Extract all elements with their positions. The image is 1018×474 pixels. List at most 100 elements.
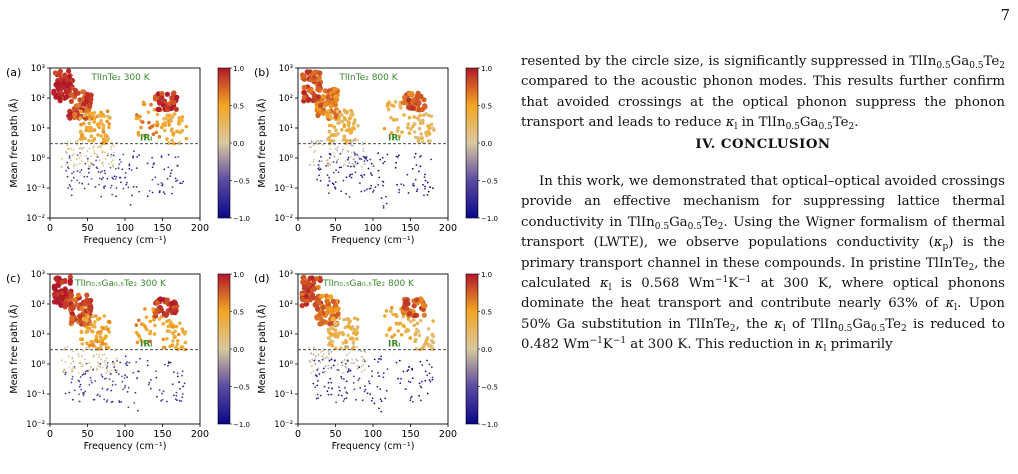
ir-label: IRₗ xyxy=(140,340,152,350)
scatter-point xyxy=(151,166,154,169)
scatter-point xyxy=(110,184,113,187)
scatter-point xyxy=(97,113,101,118)
scatter-point xyxy=(334,97,340,103)
scatter-point xyxy=(161,337,166,342)
scatter-point xyxy=(102,164,105,167)
scatter-point xyxy=(144,315,149,320)
scatter-point xyxy=(326,174,329,177)
scatter-point xyxy=(123,377,126,379)
scatter-point xyxy=(79,376,82,378)
scatter-point xyxy=(422,183,424,186)
scatter-point xyxy=(382,126,387,131)
scatter-point xyxy=(110,141,113,144)
scatter-point xyxy=(359,387,362,389)
scatter-point xyxy=(114,178,117,181)
scatter-point xyxy=(408,336,413,340)
scatter-point xyxy=(422,342,427,347)
scatter-point xyxy=(382,376,385,379)
scatter-point xyxy=(97,364,100,367)
scatter-point xyxy=(404,306,410,312)
scatter-point xyxy=(118,163,121,165)
scatter-point xyxy=(411,167,414,170)
scatter-point xyxy=(340,361,343,364)
scatter-point xyxy=(424,370,427,373)
scatter-point xyxy=(309,287,315,293)
scatter-point xyxy=(351,173,354,176)
scatter-point xyxy=(364,385,366,387)
scatter-point xyxy=(330,326,334,331)
scatter-point xyxy=(352,382,355,384)
scatter-point xyxy=(75,164,78,166)
scatter-point xyxy=(78,393,80,396)
scatter-point xyxy=(91,163,93,165)
y-tick-label: 10⁻² xyxy=(26,420,45,430)
scatter-point xyxy=(301,84,307,91)
scatter-point xyxy=(322,88,328,94)
scatter-point xyxy=(428,379,431,381)
scatter-point xyxy=(347,150,350,153)
scatter-point xyxy=(168,307,174,313)
scatter-point xyxy=(412,121,417,126)
scatter-point xyxy=(60,165,63,168)
scatter-point xyxy=(327,184,330,187)
x-tick-label: 0 xyxy=(295,429,301,440)
panel-label: (d) xyxy=(254,272,270,285)
scatter-point xyxy=(311,74,317,80)
scatter-point xyxy=(344,317,349,322)
scatter-point xyxy=(78,385,81,388)
scatter-point xyxy=(329,164,332,167)
scatter-point xyxy=(328,113,333,117)
x-tick-label: 50 xyxy=(81,429,93,440)
scatter-point xyxy=(133,150,135,153)
scatter-point xyxy=(352,158,355,161)
scatter-point xyxy=(385,389,388,392)
scatter-point xyxy=(338,112,342,117)
scatter-point xyxy=(363,173,366,176)
scatter-point xyxy=(367,365,370,368)
scatter-point xyxy=(82,146,85,149)
scatter-point xyxy=(315,397,318,400)
scatter-point xyxy=(150,379,152,381)
scatter-point xyxy=(316,81,322,87)
text-column: resented by the circle size, is signific… xyxy=(521,52,1005,356)
scatter-point xyxy=(124,176,126,179)
scatter-point xyxy=(147,120,151,125)
scatter-point xyxy=(313,164,315,167)
scatter-point xyxy=(76,140,79,142)
scatter-point xyxy=(124,374,126,377)
scatter-point xyxy=(380,358,383,361)
scatter-point xyxy=(62,371,65,374)
scatter-point xyxy=(136,377,139,380)
scatter-point xyxy=(336,149,339,151)
scatter-point xyxy=(346,392,349,395)
scatter-point xyxy=(123,386,126,389)
y-axis-label: Mean free path (Å) xyxy=(8,98,20,187)
scatter-point xyxy=(374,186,377,189)
scatter-point xyxy=(364,156,366,159)
scatter-point xyxy=(345,176,348,179)
scatter-point xyxy=(120,161,122,163)
scatter-point xyxy=(406,328,411,333)
scatter-point xyxy=(135,186,138,188)
scatter-point xyxy=(101,130,106,134)
scatter-point xyxy=(111,159,114,161)
scatter-point xyxy=(397,377,399,380)
scatter-point xyxy=(314,149,317,152)
scatter-point xyxy=(157,135,162,139)
scatter-point xyxy=(367,167,370,170)
y-tick-label: 10¹ xyxy=(279,124,293,134)
scatter-point xyxy=(330,298,336,304)
scatter-point xyxy=(96,133,100,137)
scatter-point xyxy=(344,386,346,389)
y-tick-label: 10⁰ xyxy=(31,360,46,370)
scatter-point xyxy=(344,340,349,345)
scatter-point xyxy=(317,70,323,76)
scatter-point xyxy=(73,365,76,368)
scatter-point xyxy=(89,128,94,133)
scatter-point xyxy=(79,305,85,312)
scatter-point xyxy=(407,380,410,383)
scatter-point xyxy=(180,400,183,403)
scatter-point xyxy=(81,365,84,367)
scatter-point xyxy=(334,181,337,183)
scatter-point xyxy=(107,319,111,324)
